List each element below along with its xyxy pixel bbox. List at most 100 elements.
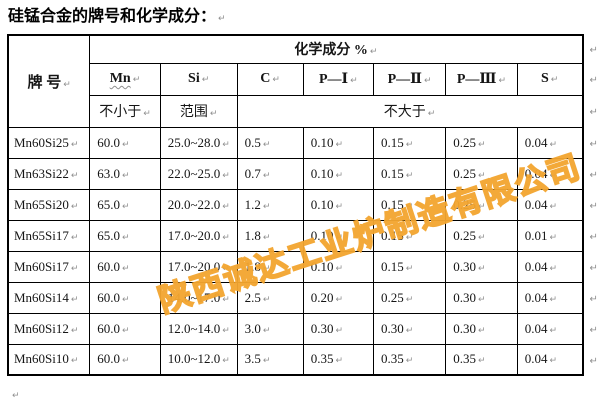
value-cell: 0.04 ↵ <box>516 312 584 345</box>
value-cell: 14.0~17.0 ↵ <box>159 281 238 314</box>
value-text: 0.20 <box>310 289 334 305</box>
value-cell: 0.10 ↵ <box>302 188 374 221</box>
value-cell: 0.30 ↵ <box>445 312 518 345</box>
value-text: 3.5 <box>244 351 261 367</box>
cell-end-mark: ↵ <box>477 325 486 336</box>
cell-end-mark: ↵ <box>477 294 486 305</box>
value-text: 0.10 <box>310 134 334 150</box>
value-cell: 1.8 ↵ <box>236 250 304 283</box>
column-header-text: S <box>540 71 549 86</box>
grade-cell: Mn60Si12 ↵ <box>7 312 91 345</box>
value-cell: 0.04 ↵ <box>516 343 584 376</box>
cell-end-mark: ↵ <box>335 201 344 212</box>
cell-end-mark: ↵ <box>405 294 414 305</box>
value-cell: 65.0 ↵ <box>89 188 161 221</box>
value-text: 17.0~20.0 <box>167 227 221 243</box>
cell-end-mark: ↵ <box>70 263 79 274</box>
value-cell: 0.35 ↵ <box>302 343 374 376</box>
value-cell: 65.0 ↵ <box>89 219 161 252</box>
cell-end-mark: ↵ <box>262 325 271 336</box>
grade-text: Mn60Si14 <box>14 289 69 305</box>
value-cell: 20.0~22.0 ↵ <box>159 188 238 221</box>
value-cell: 25.0~28.0 ↵ <box>159 126 238 159</box>
value-cell: 0.30 ↵ <box>445 281 518 314</box>
paragraph-mark: ↵ <box>12 391 20 400</box>
row-end-cell: ↵ <box>583 127 599 158</box>
cell-end-mark: ↵ <box>335 232 344 243</box>
value-cell: 2.5 ↵ <box>236 281 304 314</box>
value-text: 10.0~12.0 <box>167 351 221 367</box>
table-body: Mn60Si25 ↵ 60.0 ↵ 25.0~28.0 ↵ 0.5 ↵ 0.10 ↵ 0.15 ↵ 0.… <box>7 126 599 376</box>
cell-end-mark: ↵ <box>121 170 130 181</box>
cell-end-mark: ↵ <box>405 170 414 181</box>
column-header-mn: Mn ↵ <box>89 62 161 96</box>
grade-cell: Mn60Si14 ↵ <box>7 281 91 314</box>
page-title: 硅锰合金的牌号和化学成分： ↵ <box>8 6 600 30</box>
value-text: 0.30 <box>453 289 476 305</box>
value-text: 60.0 <box>97 258 120 274</box>
value-text: 0.30 <box>310 320 334 336</box>
cell-end-mark: ↵ <box>121 263 130 274</box>
column-header-text: P—Ⅱ <box>387 71 422 87</box>
value-cell: 0.25 ↵ <box>445 188 518 221</box>
cell-end-mark: ↵ <box>335 263 344 274</box>
value-cell: 0.04 ↵ <box>516 157 584 190</box>
value-cell: 10.0~12.0 ↵ <box>159 343 238 376</box>
cell-end-mark: ↵ <box>335 356 344 367</box>
cell-end-mark: ↵ <box>121 356 130 367</box>
cell-end-mark: ↵ <box>549 139 557 150</box>
value-cell: 0.10 ↵ <box>302 126 374 159</box>
value-text: 0.35 <box>453 351 476 367</box>
value-text: 0.25 <box>380 289 404 305</box>
cell-end-mark: ↵ <box>209 109 218 119</box>
value-text: 0.15 <box>380 227 404 243</box>
value-cell: 12.0~14.0 ↵ <box>159 312 238 345</box>
cell-end-mark: ↵ <box>335 325 344 336</box>
row-end-cell: ↵ <box>583 158 599 189</box>
grade-cell: Mn60Si10 ↵ <box>7 343 91 376</box>
row-end-mark: ↵ <box>589 262 598 274</box>
value-cell: 63.0 ↵ <box>89 157 161 190</box>
value-cell: 3.5 ↵ <box>236 343 304 376</box>
cell-end-mark: ↵ <box>70 201 79 212</box>
grade-cell: Mn65Si20 ↵ <box>7 188 91 221</box>
value-cell: 60.0 ↵ <box>89 250 161 283</box>
column-header-text: P—Ⅰ <box>319 71 349 87</box>
table-row: Mn63Si22 ↵ 63.0 ↵ 22.0~25.0 ↵ 0.7 ↵ 0.10 ↵ 0.15 ↵ 0.… <box>7 157 599 190</box>
cell-end-mark: ↵ <box>222 294 230 305</box>
below-table-paragraph: ↵ <box>10 385 20 400</box>
value-cell: 60.0 ↵ <box>89 281 161 314</box>
cell-end-mark: ↵ <box>427 109 436 119</box>
cell-end-mark: ↵ <box>262 232 271 243</box>
value-text: 0.10 <box>310 258 334 274</box>
value-text: 2.5 <box>244 289 261 305</box>
table-head: 牌 号 ↵ 化学成分 % ↵ ↵ Mn ↵ Si ↵ C ↵ P—Ⅰ ↵ P—Ⅱ ↵ P—Ⅲ ↵… <box>7 34 599 128</box>
cell-end-mark: ↵ <box>335 139 344 150</box>
value-cell: 0.25 ↵ <box>445 126 518 159</box>
row-end-mark: ↵ <box>589 293 598 305</box>
cell-end-mark: ↵ <box>70 139 79 150</box>
grade-header-text: 牌 号 <box>27 74 62 91</box>
paragraph-mark: ↵ <box>218 14 226 24</box>
cell-end-mark: ↵ <box>262 263 271 274</box>
value-text: 0.35 <box>310 351 334 367</box>
cell-end-mark: ↵ <box>121 294 130 305</box>
value-cell: 22.0~25.0 ↵ <box>159 157 238 190</box>
value-cell: 0.15 ↵ <box>372 126 447 159</box>
column-header-text: Mn <box>109 71 131 86</box>
value-text: 0.04 <box>524 134 548 150</box>
row-end-mark: ↵ <box>589 355 598 367</box>
value-text: 0.35 <box>380 351 404 367</box>
value-cell: 0.25 ↵ <box>372 281 447 314</box>
cell-end-mark: ↵ <box>405 139 414 150</box>
value-cell: 0.35 ↵ <box>445 343 518 376</box>
cell-end-mark: ↵ <box>549 325 557 336</box>
column-header-text: Si <box>188 71 200 86</box>
value-text: 0.04 <box>524 258 548 274</box>
cell-end-mark: ↵ <box>222 170 230 181</box>
cell-end-mark: ↵ <box>477 232 486 243</box>
cell-end-mark: ↵ <box>272 75 280 85</box>
table-row: Mn60Si14 ↵ 60.0 ↵ 14.0~17.0 ↵ 2.5 ↵ 0.20 ↵ 0.25 ↵ 0.… <box>7 281 599 314</box>
composition-table: 牌 号 ↵ 化学成分 % ↵ ↵ Mn ↵ Si ↵ C ↵ P—Ⅰ ↵ P—Ⅱ ↵ P—Ⅲ ↵… <box>7 34 600 376</box>
